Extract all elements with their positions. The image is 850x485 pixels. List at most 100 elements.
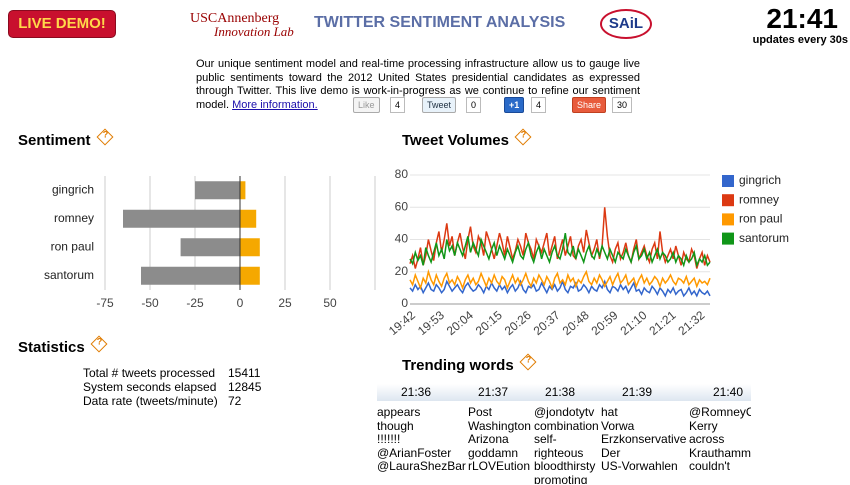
x-tick-label: 0	[237, 296, 244, 310]
trend-word: Post	[468, 406, 493, 419]
statistics-heading: Statistics	[18, 335, 108, 356]
trend-word: Arizona	[468, 432, 509, 446]
trend-word: US-Vorwahlen	[601, 459, 678, 473]
trend-word: !!!!!!!	[377, 432, 401, 446]
y-tick-label: 60	[395, 199, 409, 213]
category-label: gingrich	[52, 182, 94, 196]
category-label: santorum	[44, 268, 94, 282]
page-title: TWITTER SENTIMENT ANALYSIS	[314, 14, 566, 31]
trend-word: @jondotytv	[534, 406, 595, 419]
clock: 21:41	[766, 3, 838, 34]
stat-label: Total # tweets processed	[83, 366, 216, 380]
tweet-count: 0	[466, 97, 482, 113]
stat-value: 15411	[228, 366, 261, 380]
trend-word: though	[377, 418, 414, 433]
trend-word: promoting	[534, 472, 588, 484]
x-tick-label: 20:48	[560, 308, 592, 338]
stat-value: 12845	[228, 380, 262, 394]
trend-word: Erzkonservative	[601, 432, 687, 446]
y-tick-label: 80	[395, 167, 409, 181]
legend-label: ron paul	[739, 212, 782, 226]
x-tick-label: 25	[278, 296, 292, 310]
bar	[240, 266, 260, 285]
intro: Our unique sentiment model and real-time…	[196, 58, 640, 112]
trend-column: appears though!!!!!!! @ArianFoster @LauraSh…	[377, 406, 467, 484]
trend-column: hat Vorwa Erzkonservative Der US-Vorwahlen	[601, 406, 688, 484]
help-icon[interactable]	[96, 128, 114, 146]
x-tick-label: -50	[141, 296, 159, 310]
trend-word: @ArianFoster	[377, 445, 452, 460]
trend-column: Post Washington Arizona goddamn rLOVEution	[468, 406, 533, 484]
live-demo-button[interactable]: LIVE DEMO!	[8, 10, 116, 38]
like-count: 4	[390, 97, 406, 113]
stat-value: 72	[228, 394, 242, 408]
trend-word: Washington	[468, 418, 531, 433]
trend-word: Vorwa	[601, 418, 635, 433]
trending-title: Trending words	[402, 357, 514, 374]
x-tick-label: 50	[323, 296, 337, 310]
plusone-button[interactable]: +1	[504, 97, 525, 113]
trend-time: 21:39	[621, 385, 653, 399]
y-tick-label: 40	[395, 232, 409, 246]
x-tick-label: 21:21	[646, 308, 678, 338]
trend-word: Der	[601, 445, 621, 460]
trend-word: hat	[601, 406, 618, 419]
legend-swatch	[722, 194, 734, 207]
series-line	[409, 207, 711, 269]
intro-text: Our unique sentiment model and real-time…	[196, 58, 640, 111]
volumes-title: Tweet Volumes	[402, 132, 509, 149]
bar	[180, 238, 240, 257]
usc-logo: USCAnnenberg	[190, 11, 280, 26]
volumes-heading: Tweet Volumes	[402, 128, 532, 149]
y-tick-label: 20	[395, 264, 409, 278]
trending-header-bar	[377, 384, 751, 401]
trend-word: appears	[377, 406, 421, 419]
category-label: ron paul	[51, 239, 94, 253]
legend-label: santorum	[739, 231, 789, 245]
trend-word: self-righteous	[534, 432, 584, 460]
bar	[240, 181, 246, 200]
sentiment-heading: Sentiment	[18, 128, 114, 149]
share-count: 30	[612, 97, 633, 113]
x-tick-label: 20:04	[444, 308, 476, 338]
trend-time: 21:36	[400, 385, 432, 399]
trending-heading: Trending words	[402, 353, 537, 374]
tweet-button[interactable]: Tweet	[422, 97, 457, 113]
trend-word: @LauraShezBar	[377, 459, 466, 473]
x-tick-label: 20:26	[502, 308, 534, 338]
stat-label: Data rate (tweets/minute)	[83, 394, 218, 408]
category-label: romney	[54, 211, 94, 225]
trend-column: @jondotytv combination self-righteous blood…	[534, 406, 600, 484]
legend-swatch	[722, 213, 734, 226]
trend-time: 21:37	[477, 385, 509, 399]
legend-swatch	[722, 175, 734, 187]
lab-logo: Innovation Lab	[214, 24, 294, 39]
statistics-title: Statistics	[18, 339, 85, 356]
sail-logo: SAiL	[600, 9, 652, 39]
help-icon[interactable]	[519, 353, 537, 371]
x-tick-label: 20:15	[473, 308, 505, 338]
legend-swatch	[722, 232, 734, 245]
help-icon[interactable]	[90, 335, 108, 353]
y-tick-label: 0	[401, 296, 408, 310]
sentiment-title: Sentiment	[18, 132, 91, 149]
trend-word: bloodthirsty	[534, 459, 596, 473]
trend-word: rLOVEution	[468, 459, 531, 473]
more-info-link[interactable]: More information.	[232, 98, 318, 111]
x-tick-label: -75	[96, 296, 114, 310]
x-tick-label: 19:42	[386, 308, 418, 338]
bar	[240, 238, 260, 257]
stat-label: System seconds elapsed	[83, 380, 217, 394]
trend-column: @RomneyC Kerry across Krauthamme couldn't	[689, 406, 751, 484]
x-tick-label: 21:10	[618, 308, 650, 338]
trend-word: Krauthamme	[689, 445, 751, 460]
trend-word: Kerry	[689, 418, 718, 433]
trend-word: goddamn	[468, 445, 519, 460]
like-button[interactable]: Like	[353, 97, 380, 113]
clock-note: updates every 30s	[752, 34, 848, 46]
help-icon[interactable]	[514, 128, 532, 146]
share-button[interactable]: Share	[572, 97, 607, 113]
series-line	[409, 269, 711, 291]
